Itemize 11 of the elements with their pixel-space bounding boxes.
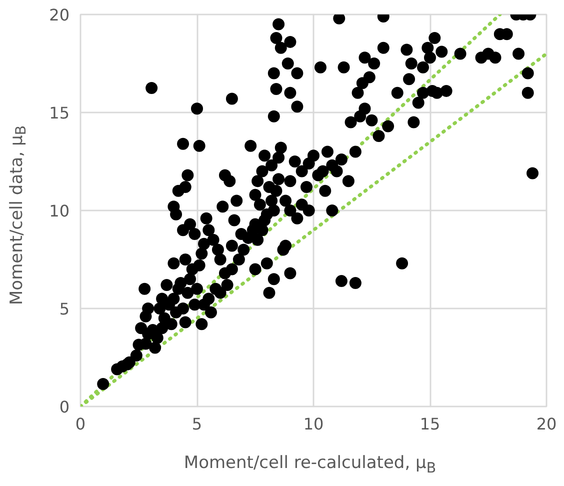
x-tick-label: 20 xyxy=(536,414,557,434)
x-tick-label: 10 xyxy=(303,414,324,434)
y-tick-label: 15 xyxy=(49,104,70,122)
y-tick-label: 20 xyxy=(49,6,70,24)
x-tick-label: 15 xyxy=(420,414,440,434)
y-tick-label: 10 xyxy=(49,202,70,220)
x-tick-label: 0 xyxy=(75,414,86,434)
y-tick-label: 0 xyxy=(59,398,70,416)
x-tick-label: 5 xyxy=(192,414,202,434)
y-tick-label: 5 xyxy=(59,300,70,318)
x-axis-title: Moment/cell re-calculated, μ$_{B}$ xyxy=(182,452,438,478)
